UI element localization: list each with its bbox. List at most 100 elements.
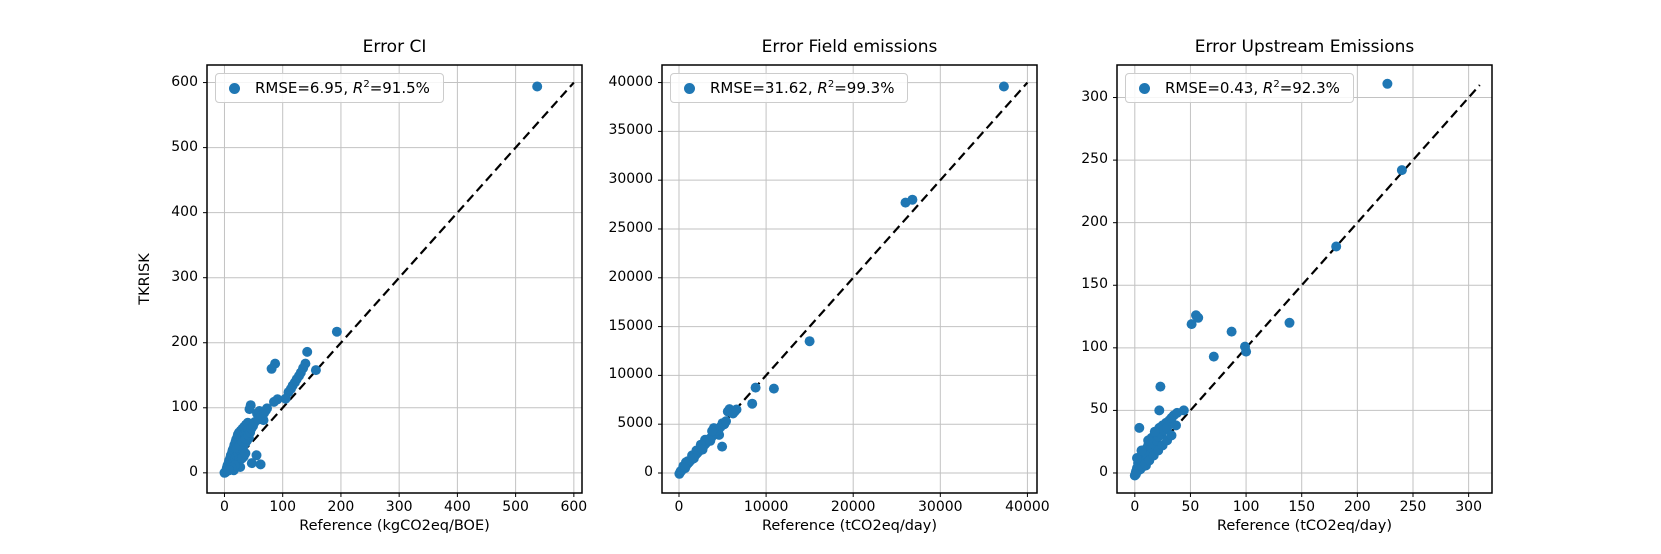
x-tick-label: 30000 — [918, 499, 963, 515]
x-tick-label: 250 — [1399, 499, 1427, 515]
scatter-point — [302, 346, 313, 357]
legend-label: RMSE=31.62, R2=99.3% — [710, 79, 895, 97]
scatter-point — [532, 81, 543, 92]
scatter-point — [707, 426, 718, 436]
legend-marker-icon — [1139, 82, 1150, 94]
scatter-point — [260, 405, 271, 416]
scatter-point — [1154, 405, 1165, 416]
scatter-point — [1241, 346, 1252, 357]
plot-area — [1113, 64, 1493, 497]
y-tick-label: 10000 — [608, 366, 653, 383]
x-tick-label: 150 — [1288, 499, 1316, 515]
scatter-point — [1134, 422, 1145, 433]
scatter-point — [1331, 241, 1342, 252]
x-tick-label: 100 — [269, 499, 297, 515]
scatter-point — [1226, 326, 1237, 337]
y-tick-label: 150 — [1081, 276, 1108, 293]
x-tick-label: 300 — [1455, 499, 1482, 515]
scatter-point — [280, 393, 291, 404]
scatter-point — [768, 383, 779, 394]
y-tick-label: 250 — [1081, 151, 1108, 168]
x-tick-label: 0 — [1130, 499, 1140, 515]
axes-spines — [206, 64, 583, 494]
x-tick-label: 500 — [502, 499, 529, 515]
plot-area — [658, 64, 1038, 497]
x-axis-label: Reference (tCO2eq/day) — [761, 518, 938, 534]
x-tick-label: 200 — [1343, 499, 1371, 515]
legend-label: RMSE=0.43, R2=92.3% — [1165, 79, 1340, 97]
scatter-point — [804, 336, 815, 347]
scatter-point — [246, 458, 257, 469]
scatter-point — [717, 441, 728, 452]
x-tick-label: 10000 — [743, 499, 789, 515]
y-axis-label: TKRISK — [137, 253, 153, 305]
scatter-point — [1193, 312, 1204, 323]
scatter-point — [721, 416, 731, 427]
y-tick-label: 20000 — [608, 268, 653, 285]
scatter-point — [697, 444, 708, 455]
x-tick-label: 100 — [1232, 499, 1260, 515]
y-tick-label: 40000 — [608, 73, 653, 90]
y-tick-label: 35000 — [608, 122, 653, 139]
chart-title: Error Upstream Emissions — [1194, 37, 1415, 57]
y-tick-label: 50 — [1090, 401, 1108, 418]
scatter-point — [244, 404, 255, 415]
y-tick-label: 600 — [171, 73, 198, 90]
scatter-point — [1132, 453, 1142, 463]
y-tick-label: 200 — [171, 333, 198, 350]
y-tick-label: 0 — [1099, 463, 1108, 480]
y-tick-label: 5000 — [617, 415, 653, 432]
x-tick-label: 300 — [385, 499, 413, 515]
x-axis-label: Reference (kgCO2eq/BOE) — [299, 518, 490, 534]
scatter-point — [1382, 78, 1393, 89]
chart-title: Error Field emissions — [761, 37, 938, 57]
axes-spines — [1116, 64, 1493, 494]
scatter-point — [240, 448, 251, 459]
scatter-point — [251, 450, 262, 461]
y-tick-label: 0 — [644, 463, 653, 480]
scatter-point — [1162, 422, 1173, 433]
identity-line — [223, 81, 575, 474]
x-tick-label: 600 — [560, 499, 588, 515]
x-tick-label: 20000 — [830, 499, 876, 515]
legend: RMSE=6.95, R2=91.5% — [215, 73, 444, 104]
scatter-point — [1155, 381, 1166, 392]
x-tick-label: 400 — [444, 499, 471, 515]
scatter-point — [900, 197, 911, 208]
scatter-point — [1186, 319, 1197, 330]
scatter-point — [310, 365, 321, 376]
scatter-point — [1143, 435, 1154, 446]
y-tick-label: 500 — [171, 138, 198, 155]
y-tick-label: 300 — [171, 268, 198, 285]
y-tick-label: 100 — [171, 398, 198, 415]
scatter-point — [998, 81, 1009, 92]
y-tick-label: 100 — [1081, 338, 1108, 355]
x-axis-label: Reference (tCO2eq/day) — [1216, 518, 1393, 534]
scatter-point — [1130, 469, 1141, 480]
y-tick-label: 300 — [1081, 88, 1108, 105]
scatter-point — [1172, 407, 1183, 418]
legend: RMSE=31.62, R2=99.3% — [670, 73, 909, 104]
scatter-point — [269, 396, 279, 407]
scatter-point — [331, 326, 342, 337]
scatter-point — [1149, 426, 1160, 437]
y-tick-label: 400 — [171, 203, 198, 220]
scatter-point — [255, 459, 266, 470]
legend-marker-icon — [684, 82, 695, 94]
x-tick-label: 200 — [327, 499, 355, 515]
y-tick-label: 15000 — [608, 317, 653, 334]
scatter-point — [1284, 317, 1295, 328]
legend-marker-icon — [229, 82, 240, 94]
scatter-point — [1166, 430, 1177, 441]
x-tick-label: 0 — [220, 499, 229, 515]
x-tick-label: 0 — [674, 499, 684, 515]
legend: RMSE=0.43, R2=92.3% — [1125, 73, 1354, 104]
scatter-point — [705, 435, 716, 446]
scatter-point — [731, 404, 742, 415]
identity-line — [1133, 84, 1481, 474]
scatter-point — [224, 465, 235, 476]
y-tick-label: 0 — [189, 463, 198, 480]
plot-area — [203, 64, 583, 497]
chart-title: Error CI — [362, 37, 427, 57]
